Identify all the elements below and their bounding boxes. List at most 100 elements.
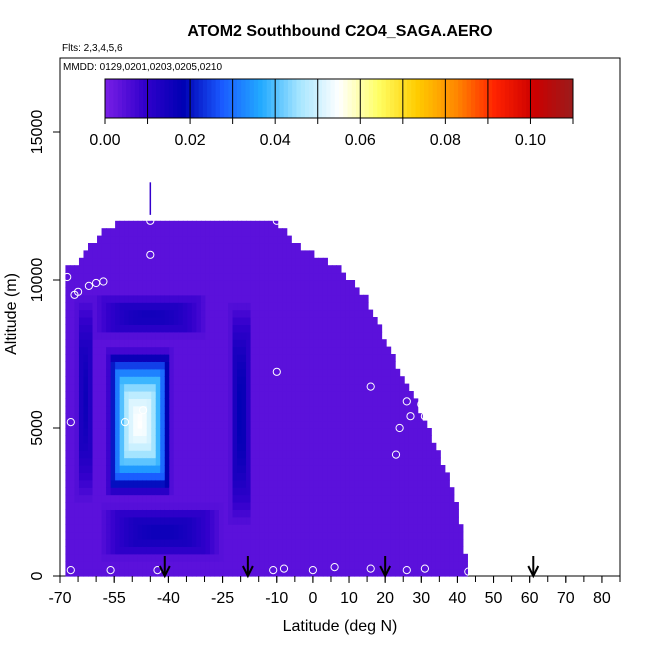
heatmap-cell [232, 317, 238, 325]
heatmap-cell [200, 450, 207, 459]
heatmap-cell [246, 413, 252, 422]
heatmap-cell [164, 465, 170, 473]
colorbar-segment [411, 79, 417, 118]
heatmap-cell [83, 531, 89, 540]
heatmap-cell [124, 568, 130, 577]
heatmap-cell [151, 361, 157, 370]
heatmap-cell [142, 302, 148, 311]
heatmap-cell [349, 568, 356, 577]
heatmap-cell [264, 561, 270, 570]
colorbar-segment [313, 79, 319, 118]
heatmap-cell [358, 405, 365, 414]
heatmap-cell [115, 324, 121, 333]
x-axis: -70 -55 -40 -25 -10 0 10 20 30 40 50 60 70 80 [48, 576, 621, 607]
heatmap-cell [264, 339, 270, 348]
heatmap-cell [223, 494, 229, 503]
heatmap-cell [331, 509, 337, 518]
heatmap-cell [151, 346, 157, 355]
heatmap-cell [368, 317, 374, 325]
heatmap-cell [282, 442, 288, 451]
heatmap-cell [377, 516, 383, 525]
heatmap-cell [309, 465, 315, 473]
heatmap-cell [115, 368, 121, 377]
heatmap-cell [115, 243, 121, 251]
heatmap-cell [133, 546, 139, 555]
heatmap-cell [327, 265, 333, 274]
heatmap-cell [128, 546, 134, 555]
heatmap-cell [286, 368, 292, 377]
heatmap-cell [264, 428, 270, 436]
heatmap-cell [246, 250, 252, 259]
heatmap-cell [97, 465, 103, 473]
heatmap-cell [336, 405, 342, 414]
heatmap-cell [349, 450, 356, 459]
heatmap-cell [223, 539, 229, 547]
heatmap-cell [200, 368, 207, 377]
heatmap-cell [390, 354, 396, 362]
heatmap-cell [345, 516, 351, 525]
heatmap-cell [182, 568, 188, 577]
heatmap-cell [259, 324, 265, 333]
heatmap-cell [327, 420, 333, 429]
heatmap-cell [97, 309, 103, 318]
heatmap-cell [390, 524, 396, 533]
heatmap-cell [119, 257, 125, 266]
heatmap-cell [313, 331, 319, 340]
heatmap-cell [83, 317, 89, 325]
heatmap-cell [128, 339, 134, 348]
heatmap-cell [458, 568, 464, 577]
heatmap-cell [354, 553, 360, 562]
heatmap-cell [164, 250, 170, 259]
colorbar-segment [300, 79, 306, 118]
heatmap-cell [331, 391, 337, 399]
heatmap-cell [214, 235, 220, 244]
heatmap-cell [422, 465, 428, 473]
heatmap-cell [78, 331, 85, 340]
heatmap-cell [205, 368, 211, 377]
heatmap-cell [331, 376, 337, 385]
colorbar-segment [419, 79, 425, 118]
heatmap-cell [363, 309, 369, 318]
heatmap-cell [368, 376, 374, 385]
heatmap-cell [106, 420, 112, 429]
heatmap-cell [196, 235, 202, 244]
heatmap-cell [78, 265, 85, 274]
heatmap-cell [273, 265, 279, 274]
heatmap-cell [331, 465, 337, 473]
heatmap-cell [313, 472, 319, 481]
heatmap-cell [97, 324, 103, 333]
heatmap-cell [187, 376, 193, 385]
heatmap-cell [246, 383, 252, 392]
heatmap-cell [74, 294, 80, 303]
colorbar-segment [568, 79, 574, 118]
heatmap-cell [268, 457, 274, 466]
heatmap-cell [223, 280, 229, 288]
heatmap-cell [449, 539, 455, 547]
heatmap-cell [65, 479, 71, 488]
heatmap-cell [124, 309, 130, 318]
heatmap-cell [349, 368, 356, 377]
heatmap-cell [431, 442, 437, 451]
heatmap-cell [110, 272, 116, 281]
heatmap-cell [178, 420, 184, 429]
heatmap-cell [422, 428, 428, 436]
heatmap-cell [115, 250, 121, 259]
heatmap-cell [128, 479, 134, 488]
heatmap-cell [124, 553, 130, 562]
heatmap-cell [182, 502, 188, 510]
heatmap-cell [169, 405, 175, 414]
heatmap-cell [250, 287, 256, 296]
heatmap-cell [155, 243, 161, 251]
heatmap-cell [268, 509, 274, 518]
colorbar-segment [134, 79, 140, 118]
sample-point [146, 250, 155, 259]
heatmap-cell [209, 398, 216, 407]
heatmap-cell [354, 561, 360, 570]
heatmap-cell [182, 450, 188, 459]
heatmap-cell [313, 531, 319, 540]
heatmap-cell [300, 502, 306, 510]
heatmap-cell [363, 331, 369, 340]
heatmap-cell [259, 465, 265, 473]
heatmap-cell [358, 361, 365, 370]
heatmap-cell [358, 339, 365, 348]
